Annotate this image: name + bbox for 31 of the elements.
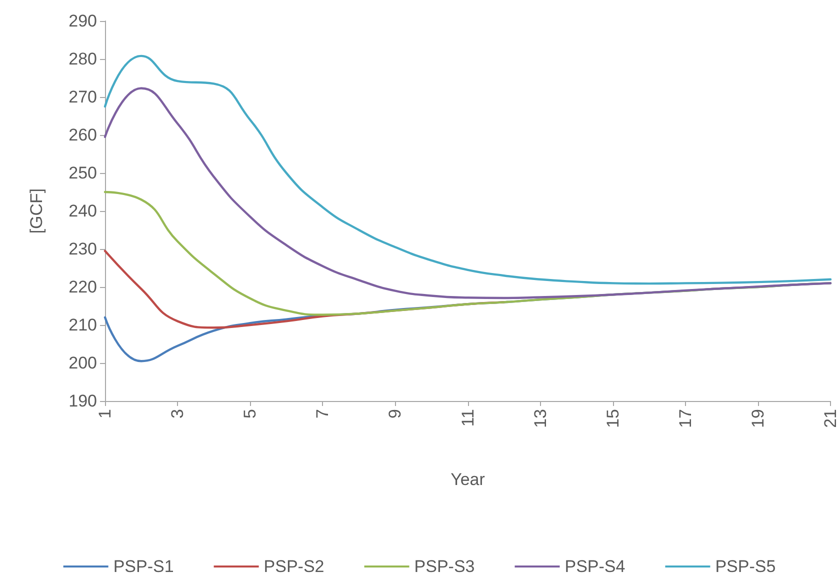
y-tick-label: 270: [68, 88, 97, 106]
y-tick-label: 250: [68, 164, 97, 182]
line-series: [104, 87, 832, 300]
y-tick-label: 210: [68, 316, 97, 334]
y-tick-label: 240: [68, 202, 97, 220]
line-series: [104, 54, 832, 285]
x-tick-label: 13: [530, 409, 550, 428]
legend-label: PSP-S5: [715, 557, 776, 576]
y-tick-label: 280: [68, 50, 97, 68]
x-tick-label: 21: [821, 409, 839, 428]
y-tick-label: 290: [68, 12, 97, 30]
legend-label: PSP-S2: [264, 557, 324, 576]
x-tick-label: 17: [676, 409, 695, 428]
x-tick-label: 9: [386, 409, 405, 418]
x-tick-label: 7: [313, 409, 332, 418]
x-axis-title: Year: [450, 470, 486, 489]
y-tick-label: 200: [68, 354, 97, 372]
x-tick-label: 5: [240, 409, 260, 418]
y-tick-label: 260: [68, 126, 97, 144]
y-axis-title: [GCF]: [27, 188, 46, 234]
x-tick-label: 11: [458, 409, 478, 427]
x-tick-label: 19: [748, 409, 768, 428]
x-tick-label: 1: [96, 409, 114, 418]
y-tick-label: 190: [68, 392, 97, 410]
legend-label: PSP-S4: [564, 557, 626, 576]
legend-label: PSP-S1: [113, 557, 174, 576]
legend-label: PSP-S3: [414, 557, 475, 576]
y-tick-label: 230: [68, 240, 97, 258]
y-tick-label: 220: [68, 278, 97, 296]
x-tick-label: 15: [603, 409, 622, 428]
x-tick-label: 3: [168, 409, 188, 418]
